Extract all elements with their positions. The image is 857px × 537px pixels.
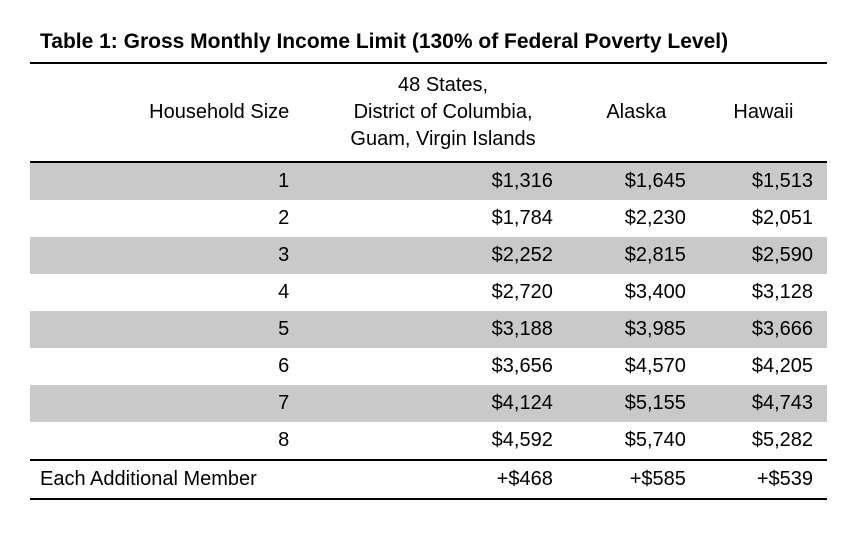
cell-states: $4,124 (313, 385, 573, 422)
cell-household: 6 (30, 348, 313, 385)
cell-states: $2,720 (313, 274, 573, 311)
income-limit-table: Household Size 48 States,District of Col… (30, 62, 827, 500)
table-row: 3 $2,252 $2,815 $2,590 (30, 237, 827, 274)
cell-household: 4 (30, 274, 313, 311)
table-row: 1 $1,316 $1,645 $1,513 (30, 162, 827, 200)
cell-states: $1,316 (313, 162, 573, 200)
cell-alaska: $2,815 (573, 237, 700, 274)
table-row: 2 $1,784 $2,230 $2,051 (30, 200, 827, 237)
cell-alaska: $1,645 (573, 162, 700, 200)
cell-household: 8 (30, 422, 313, 460)
cell-alaska: $3,985 (573, 311, 700, 348)
cell-hawaii: $4,743 (700, 385, 827, 422)
cell-alaska: $5,740 (573, 422, 700, 460)
cell-alaska: $3,400 (573, 274, 700, 311)
cell-household: 7 (30, 385, 313, 422)
cell-alaska: $2,230 (573, 200, 700, 237)
cell-hawaii: $2,051 (700, 200, 827, 237)
cell-hawaii: $4,205 (700, 348, 827, 385)
footer-hawaii: +$539 (700, 460, 827, 499)
table-footer-row: Each Additional Member +$468 +$585 +$539 (30, 460, 827, 499)
table-header-row: Household Size 48 States,District of Col… (30, 63, 827, 162)
table-row: 8 $4,592 $5,740 $5,282 (30, 422, 827, 460)
cell-states: $3,188 (313, 311, 573, 348)
cell-household: 5 (30, 311, 313, 348)
cell-states: $1,784 (313, 200, 573, 237)
table-row: 6 $3,656 $4,570 $4,205 (30, 348, 827, 385)
cell-states: $3,656 (313, 348, 573, 385)
col-header-household: Household Size (30, 63, 313, 162)
cell-hawaii: $5,282 (700, 422, 827, 460)
cell-hawaii: $2,590 (700, 237, 827, 274)
table-row: 7 $4,124 $5,155 $4,743 (30, 385, 827, 422)
table-row: 5 $3,188 $3,985 $3,666 (30, 311, 827, 348)
cell-hawaii: $1,513 (700, 162, 827, 200)
cell-states: $2,252 (313, 237, 573, 274)
footer-alaska: +$585 (573, 460, 700, 499)
col-header-alaska: Alaska (573, 63, 700, 162)
table-row: 4 $2,720 $3,400 $3,128 (30, 274, 827, 311)
income-limit-table-container: Table 1: Gross Monthly Income Limit (130… (30, 30, 827, 500)
footer-states: +$468 (313, 460, 573, 499)
cell-states: $4,592 (313, 422, 573, 460)
cell-alaska: $5,155 (573, 385, 700, 422)
cell-alaska: $4,570 (573, 348, 700, 385)
cell-hawaii: $3,128 (700, 274, 827, 311)
col-header-hawaii: Hawaii (700, 63, 827, 162)
col-header-states: 48 States,District of Columbia,Guam, Vir… (313, 63, 573, 162)
table-title: Table 1: Gross Monthly Income Limit (130… (30, 30, 827, 54)
cell-household: 3 (30, 237, 313, 274)
table-body: 1 $1,316 $1,645 $1,513 2 $1,784 $2,230 $… (30, 162, 827, 499)
cell-household: 1 (30, 162, 313, 200)
cell-household: 2 (30, 200, 313, 237)
footer-label: Each Additional Member (30, 460, 313, 499)
cell-hawaii: $3,666 (700, 311, 827, 348)
